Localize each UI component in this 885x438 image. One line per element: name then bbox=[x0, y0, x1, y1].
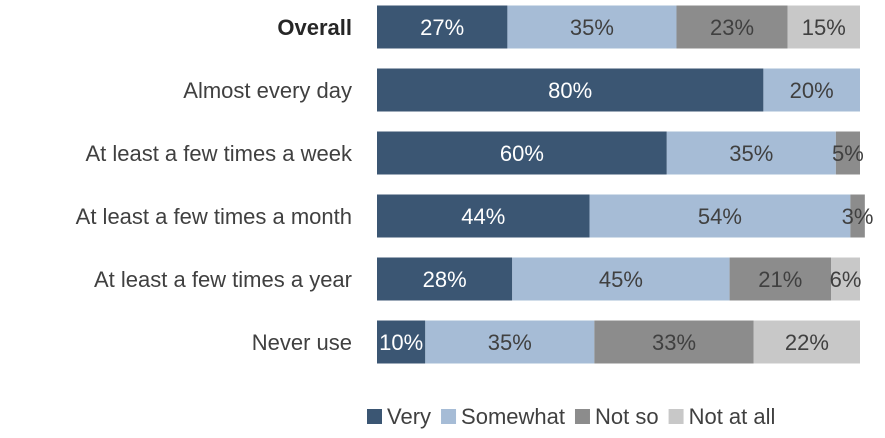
bar-segment-very bbox=[377, 320, 426, 364]
bar-segment-somewhat bbox=[425, 320, 595, 364]
bar-segment-somewhat bbox=[666, 131, 836, 175]
category-label: Overall bbox=[277, 15, 352, 40]
bar-segment-very bbox=[377, 131, 667, 175]
bar-segment-somewhat bbox=[507, 5, 677, 49]
legend-label: Somewhat bbox=[461, 404, 565, 429]
bar-segment-very bbox=[377, 68, 764, 112]
legend-swatch-not-at-all bbox=[668, 409, 684, 424]
category-label: At least a few times a week bbox=[85, 141, 353, 166]
data-label: 80% bbox=[548, 78, 592, 103]
legend-label: Not at all bbox=[689, 404, 776, 429]
chart-rows: Overall 27% 35% 23% 15% Almost every day 80% 20… bbox=[76, 5, 874, 364]
category-label: At least a few times a month bbox=[76, 204, 352, 229]
data-label: 35% bbox=[570, 15, 614, 40]
category-label: Never use bbox=[252, 330, 352, 355]
bar-segment-not-so bbox=[850, 194, 865, 238]
data-label: 54% bbox=[698, 204, 742, 229]
data-label: 60% bbox=[500, 141, 544, 166]
category-label: At least a few times a year bbox=[94, 267, 352, 292]
data-label: 3% bbox=[842, 204, 874, 229]
bar-segment-not-so bbox=[835, 131, 860, 175]
data-label: 15% bbox=[802, 15, 846, 40]
bar-segment-very bbox=[377, 194, 590, 238]
bar-segment-not-at-all bbox=[787, 5, 860, 49]
bar-segment-not-so bbox=[676, 5, 788, 49]
bar-segment-not-so bbox=[594, 320, 754, 364]
data-label: 28% bbox=[423, 267, 467, 292]
bar-segment-very bbox=[377, 5, 508, 49]
legend-swatch-somewhat bbox=[441, 409, 457, 424]
data-label: 5% bbox=[832, 141, 864, 166]
data-label: 35% bbox=[729, 141, 773, 166]
data-label: 44% bbox=[461, 204, 505, 229]
data-label: 27% bbox=[420, 15, 464, 40]
bar-segment-somewhat bbox=[512, 257, 730, 301]
data-label: 6% bbox=[830, 267, 862, 292]
legend-label: Not so bbox=[595, 404, 659, 429]
data-label: 23% bbox=[710, 15, 754, 40]
bar-segment-not-so bbox=[729, 257, 832, 301]
data-label: 21% bbox=[758, 267, 802, 292]
data-label: 20% bbox=[790, 78, 834, 103]
data-label: 10% bbox=[379, 330, 423, 355]
bar-segment-not-at-all bbox=[753, 320, 860, 364]
category-label: Almost every day bbox=[183, 78, 352, 103]
data-label: 35% bbox=[488, 330, 532, 355]
legend-label: Very bbox=[387, 404, 431, 429]
bar-segment-somewhat bbox=[589, 194, 851, 238]
legend-swatch-not-so bbox=[574, 409, 590, 424]
bar-segment-not-at-all bbox=[831, 257, 860, 301]
data-label: 45% bbox=[599, 267, 643, 292]
data-label: 22% bbox=[785, 330, 829, 355]
bar-segment-somewhat bbox=[763, 68, 860, 112]
data-label: 33% bbox=[652, 330, 696, 355]
chart-legend: Very Somewhat Not so Not at all bbox=[367, 404, 775, 429]
legend-swatch-very bbox=[367, 409, 382, 424]
bar-segment-very bbox=[377, 257, 513, 301]
